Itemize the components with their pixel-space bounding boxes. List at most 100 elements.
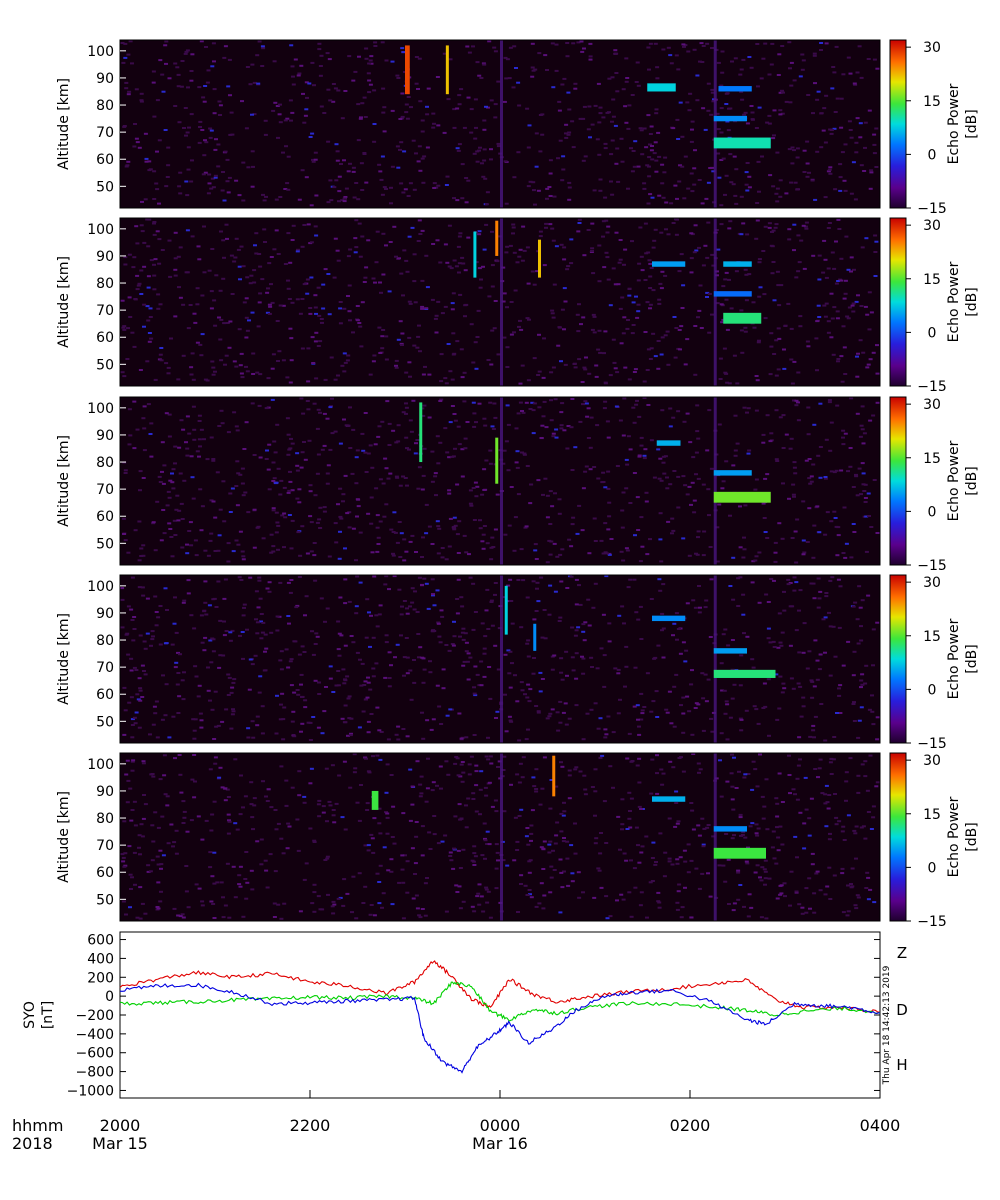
noise-cell — [392, 842, 397, 845]
noise-cell — [433, 472, 438, 475]
noise-cell — [395, 476, 400, 479]
noise-cell — [381, 482, 386, 485]
noise-cell — [556, 729, 561, 732]
noise-cell — [210, 360, 215, 363]
noise-cell — [767, 222, 772, 225]
noise-cell — [743, 504, 748, 507]
noise-cell — [256, 82, 261, 85]
noise-cell — [132, 616, 137, 618]
noise-cell — [639, 692, 644, 695]
y-axis-label: Altitude [km] — [56, 791, 72, 883]
noise-cell — [680, 135, 685, 138]
noise-cell — [337, 632, 342, 635]
noise-cell — [532, 402, 537, 405]
noise-cell — [513, 674, 517, 677]
noise-cell — [354, 482, 359, 485]
noise-cell — [287, 622, 291, 625]
noise-cell — [586, 598, 591, 601]
noise-cell — [129, 888, 133, 890]
noise-cell — [745, 233, 750, 236]
noise-cell — [160, 815, 165, 818]
noise-cell — [520, 689, 525, 692]
noise-cell — [754, 478, 759, 481]
noise-cell — [290, 519, 295, 522]
noise-cell — [565, 447, 570, 450]
noise-cell — [857, 585, 862, 588]
noise-cell — [139, 547, 144, 550]
noise-cell — [409, 430, 414, 433]
noise-cell — [151, 840, 156, 843]
noise-cell — [286, 155, 291, 158]
noise-cell — [519, 874, 524, 877]
noise-cell — [775, 826, 779, 829]
noise-cell — [289, 437, 293, 440]
noise-cell — [229, 727, 234, 730]
noise-cell — [701, 843, 706, 846]
y-tick-label: 60 — [96, 865, 114, 881]
noise-cell — [846, 910, 851, 913]
noise-cell — [328, 677, 333, 680]
noise-cell — [590, 123, 595, 126]
noise-cell — [375, 550, 380, 553]
noise-cell — [203, 601, 208, 604]
noise-cell — [334, 541, 339, 544]
noise-cell — [278, 718, 283, 721]
noise-cell — [418, 233, 423, 235]
noise-cell — [330, 764, 335, 767]
noise-cell — [360, 301, 365, 304]
noise-cell — [478, 146, 482, 149]
noise-cell — [590, 328, 595, 331]
noise-cell — [366, 731, 371, 734]
echo-feature — [552, 755, 556, 797]
noise-cell — [271, 461, 276, 464]
noise-cell — [620, 828, 624, 831]
noise-cell — [343, 602, 348, 605]
noise-cell — [211, 366, 216, 369]
noise-cell — [599, 886, 604, 889]
noise-cell — [208, 136, 213, 139]
x-tick-time: 2000 — [100, 1116, 141, 1135]
noise-cell — [331, 83, 336, 85]
noise-cell — [517, 815, 522, 817]
noise-cell — [304, 108, 309, 111]
noise-cell — [130, 760, 135, 763]
noise-cell — [636, 310, 641, 313]
noise-cell — [531, 580, 536, 583]
noise-cell — [739, 233, 744, 236]
noise-cell — [750, 581, 755, 584]
noise-cell — [259, 838, 264, 841]
noise-cell — [179, 419, 184, 422]
noise-cell — [778, 91, 783, 94]
noise-cell — [272, 916, 277, 918]
noise-cell — [176, 255, 181, 258]
noise-cell — [366, 676, 370, 679]
noise-cell — [278, 304, 283, 307]
noise-cell — [573, 634, 578, 637]
noise-cell — [590, 247, 595, 250]
noise-cell — [574, 704, 579, 707]
noise-cell — [403, 854, 407, 857]
noise-cell — [248, 576, 253, 579]
noise-cell — [745, 189, 750, 192]
noise-cell — [263, 633, 268, 636]
noise-cell — [191, 718, 196, 721]
noise-cell — [395, 643, 400, 646]
noise-cell — [627, 891, 632, 894]
noise-cell — [355, 575, 360, 578]
noise-cell — [597, 153, 602, 156]
noise-cell — [711, 835, 716, 838]
noise-cell — [528, 408, 533, 410]
noise-cell — [831, 66, 836, 68]
noise-cell — [541, 376, 546, 379]
noise-cell — [364, 471, 369, 473]
noise-cell — [756, 827, 761, 830]
noise-cell — [380, 41, 385, 44]
noise-cell — [305, 96, 309, 99]
noise-cell — [482, 417, 487, 420]
noise-cell — [810, 179, 815, 182]
noise-cell — [490, 230, 494, 233]
noise-cell — [144, 157, 149, 160]
noise-cell — [167, 736, 172, 739]
noise-cell — [359, 116, 363, 119]
echo-feature — [713, 470, 752, 476]
